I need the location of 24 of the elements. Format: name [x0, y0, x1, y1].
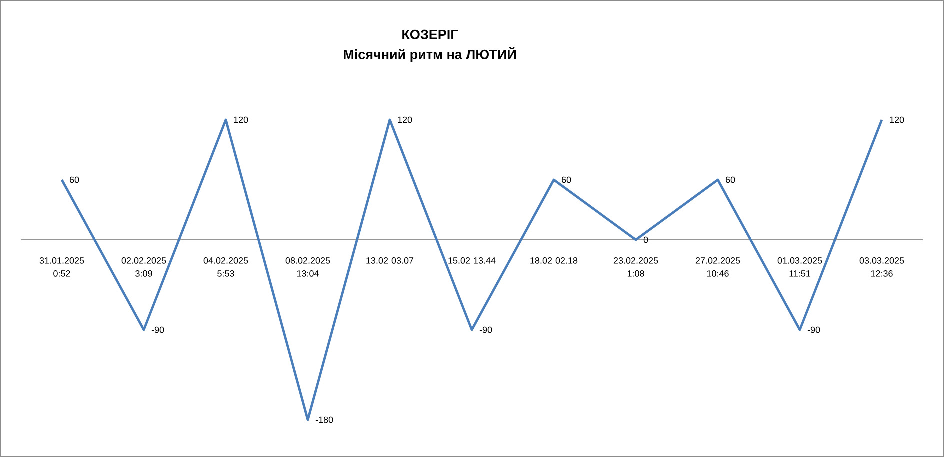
x-tick-label: 23.02.2025 1:08: [614, 258, 658, 277]
data-label: -180: [316, 416, 334, 424]
data-label: -90: [480, 326, 492, 334]
data-label: 60: [70, 176, 80, 184]
x-tick-label: 02.02.2025 3:09: [122, 258, 166, 277]
x-tick-label: 08.02.2025 13:04: [286, 258, 330, 277]
x-tick-label: 13.02 03.07: [366, 258, 414, 264]
data-label: 0: [644, 236, 648, 244]
data-label: 120: [890, 116, 904, 124]
x-tick-label: 31.01.2025 0:52: [40, 258, 84, 277]
x-tick-label: 01.03.2025 11:51: [778, 258, 822, 277]
chart-subtitle: Місячний ритм на ЛЮТИЙ: [344, 47, 516, 62]
x-tick-label: 04.02.2025 5:53: [204, 258, 248, 277]
data-label: -90: [808, 326, 820, 334]
data-label: 60: [562, 176, 572, 184]
data-label: 60: [726, 176, 736, 184]
data-label: 120: [398, 116, 412, 124]
data-label: -90: [152, 326, 164, 334]
x-tick-label: 18.02 02.18: [530, 258, 578, 264]
x-tick-label: 27.02.2025 10:46: [696, 258, 740, 277]
data-label: 120: [234, 116, 248, 124]
x-tick-label: 03.03.2025 12:36: [860, 258, 904, 277]
x-tick-label: 15.02 13.44: [448, 258, 496, 264]
chart-title: КОЗЕРІГ: [402, 30, 458, 40]
